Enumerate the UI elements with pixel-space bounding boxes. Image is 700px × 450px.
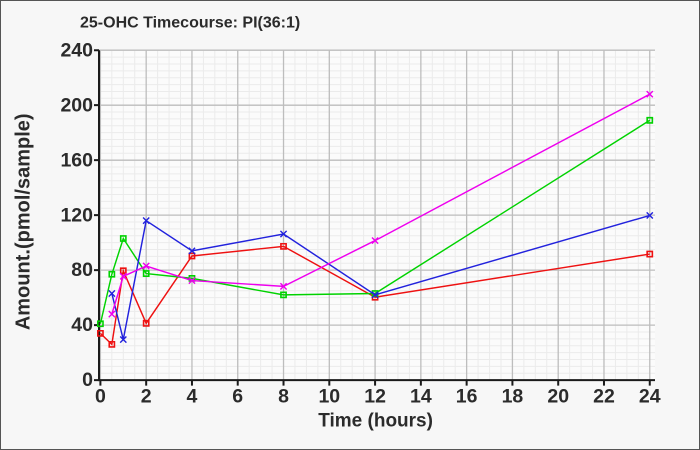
svg-text:240: 240 — [60, 39, 93, 61]
svg-text:0: 0 — [82, 369, 93, 391]
svg-text:160: 160 — [60, 149, 93, 171]
svg-text:10: 10 — [318, 385, 340, 407]
svg-text:18: 18 — [502, 385, 524, 407]
svg-text:22: 22 — [593, 385, 615, 407]
svg-text:80: 80 — [71, 259, 93, 281]
svg-text:24: 24 — [639, 385, 661, 407]
svg-text:12: 12 — [364, 385, 386, 407]
svg-text:14: 14 — [410, 385, 432, 407]
svg-text:16: 16 — [456, 385, 478, 407]
svg-text:Time (hours): Time (hours) — [318, 410, 433, 431]
svg-text:2: 2 — [141, 385, 152, 407]
svg-text:Amount.(pmol/sample): Amount.(pmol/sample) — [12, 113, 34, 330]
svg-text:25-OHC Timecourse: PI(36:1): 25-OHC Timecourse: PI(36:1) — [80, 14, 300, 31]
svg-text:4: 4 — [187, 385, 198, 407]
svg-text:0: 0 — [95, 385, 106, 407]
svg-text:200: 200 — [60, 94, 93, 116]
svg-text:40: 40 — [71, 314, 93, 336]
svg-text:6: 6 — [232, 385, 243, 407]
svg-text:8: 8 — [278, 385, 289, 407]
svg-text:20: 20 — [547, 385, 569, 407]
svg-text:120: 120 — [60, 204, 93, 226]
